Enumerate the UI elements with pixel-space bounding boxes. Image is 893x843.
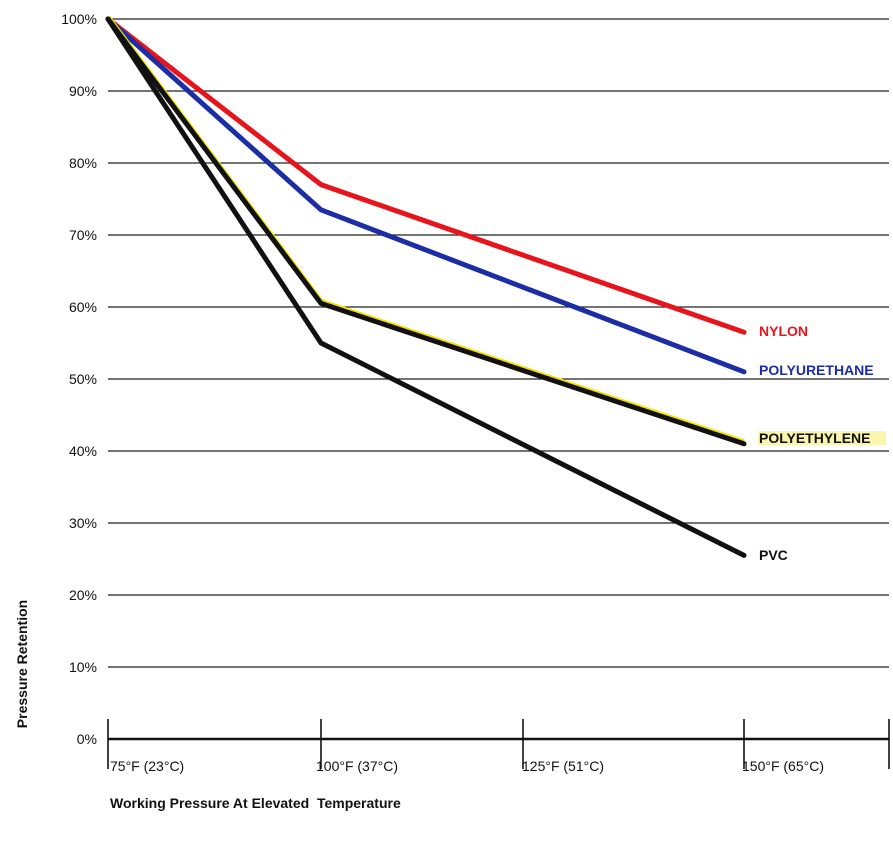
x-axis: 75°F (23°C) 100°F (37°C) 125°F (51°C) 150°F…: [107, 719, 890, 774]
y-tick-label: 90%: [69, 83, 97, 99]
y-tick-label: 30%: [69, 515, 97, 531]
series-label-pvc: PVC: [759, 547, 788, 563]
series-lines: [105, 15, 747, 558]
y-tick-label: 10%: [69, 659, 97, 675]
x-tick-label: 75°F (23°C): [110, 758, 184, 774]
x-tick-label: 150°F (65°C): [742, 758, 824, 774]
gridlines: [108, 18, 889, 668]
y-tick-label: 70%: [69, 227, 97, 243]
y-tick-label: 60%: [69, 299, 97, 315]
series-label-nylon: NYLON: [759, 323, 808, 339]
x-axis-label: Working Pressure At Elevated Temperature: [110, 795, 401, 811]
y-tick-label: 50%: [69, 371, 97, 387]
series-highlight-polyethylene: [105, 15, 745, 445]
series-line-polyethylene: [105, 16, 747, 447]
series-line-pvc: [105, 16, 747, 558]
y-tick-labels: 0% 10% 20% 30% 40% 50% 60% 70% 80% 90% 100%: [61, 11, 97, 747]
x-tick-label: 125°F (51°C): [522, 758, 604, 774]
y-tick-label: 80%: [69, 155, 97, 171]
series-label-polyethylene: POLYETHYLENE: [759, 430, 871, 446]
series-label-polyurethane: POLYURETHANE: [759, 362, 874, 378]
series-label-highlight: [758, 431, 886, 445]
series-labels: NYLON POLYURETHANE POLYETHYLENE PVC: [758, 323, 886, 563]
y-axis-label: Pressure Retention: [14, 600, 30, 728]
y-tick-label: 0%: [77, 731, 97, 747]
x-tick-label: 100°F (37°C): [316, 758, 398, 774]
y-tick-label: 20%: [69, 587, 97, 603]
series-line-polyurethane: [105, 16, 747, 375]
y-tick-label: 40%: [69, 443, 97, 459]
series-line-nylon: [105, 16, 747, 335]
y-tick-label: 100%: [61, 11, 97, 27]
